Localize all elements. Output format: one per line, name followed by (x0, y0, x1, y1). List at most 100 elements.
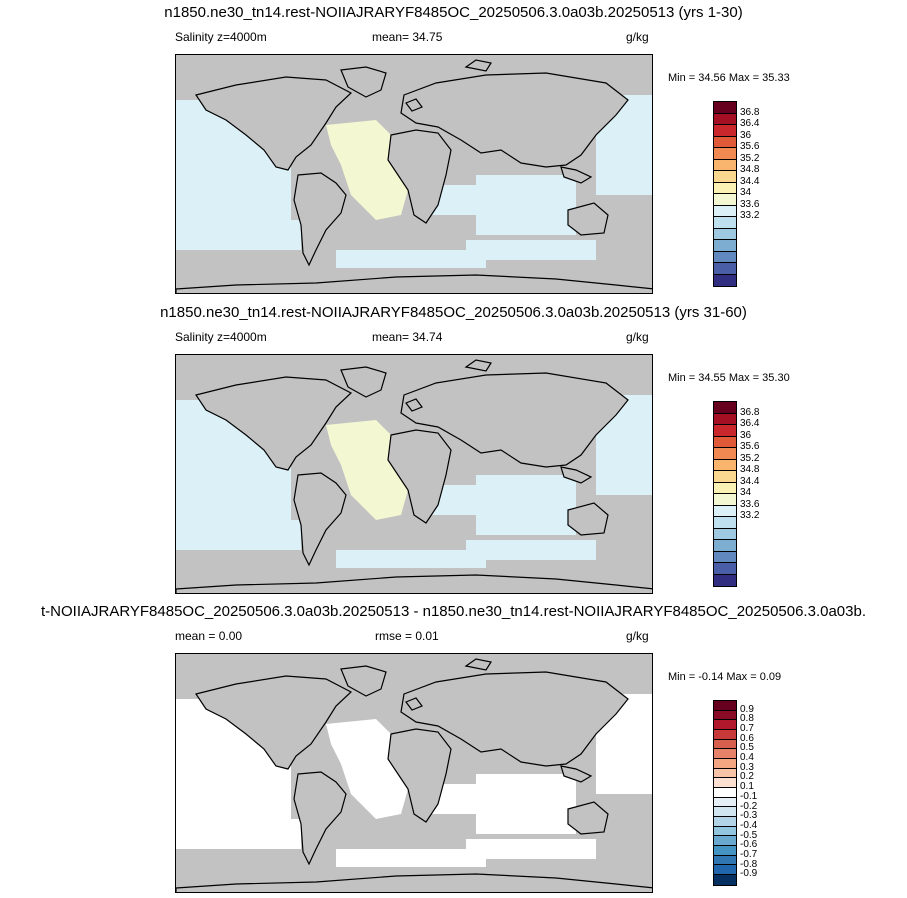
land-outline (176, 574, 652, 593)
ocean-field-patch (466, 540, 596, 560)
colorbar-swatch (714, 102, 736, 114)
ocean-field-patch (176, 819, 301, 849)
colorbar-swatch (714, 730, 736, 740)
land-outline (195, 376, 353, 471)
colorbar-tick-label: 35.6 (740, 441, 760, 452)
land-outline (195, 76, 353, 171)
colorbar-swatch (714, 797, 736, 808)
land-outline (293, 172, 347, 267)
colorbar-tick-label: 0.8 (740, 713, 754, 725)
colorbar-swatch (714, 148, 736, 160)
land-outline (195, 675, 353, 770)
colorbar-swatch (714, 194, 736, 206)
colorbar-tick-label: 36.4 (740, 418, 760, 429)
colorbar-swatch (714, 855, 736, 866)
panel-3-difference: t-NOIIAJRARYF8485OC_20250506.3.0a03b.202… (0, 599, 907, 898)
units-label: g/kg (626, 330, 649, 344)
colorbar-swatch (714, 205, 736, 217)
map-svg (176, 658, 652, 892)
land-outline (293, 472, 347, 567)
mean-label: mean = 0.00 (175, 629, 243, 643)
map-svg (176, 359, 652, 593)
colorbar-swatch (714, 240, 736, 252)
colorbar-swatch (714, 402, 736, 414)
colorbar-swatch (714, 251, 736, 263)
colorbar-swatch (714, 846, 736, 856)
colorbar-swatch (714, 436, 736, 448)
colorbar-tick-label: 33.2 (740, 210, 760, 221)
colorbar-tick-label: 36 (740, 129, 752, 141)
colorbar-swatch (714, 749, 736, 760)
land-outline (387, 129, 452, 224)
colorbar-swatch (714, 710, 736, 721)
mean-label: mean= 34.74 (372, 330, 443, 344)
colorbar-swatch (714, 413, 736, 425)
colorbar-tick-label: -0.8 (740, 858, 758, 870)
units-label: g/kg (626, 30, 649, 44)
colorbar-swatch (714, 759, 736, 769)
colorbar-swatch (714, 778, 736, 789)
variable-label: Salinity z=4000m (175, 30, 267, 44)
land-outline (400, 72, 629, 168)
colorbar-swatch (714, 125, 736, 137)
land-outline (340, 66, 387, 98)
land-outline (560, 466, 593, 484)
colorbar-swatch (714, 182, 736, 194)
panel-title: n1850.ne30_tn14.rest-NOIIAJRARYF8485OC_2… (160, 304, 747, 321)
colorbar-swatch (714, 551, 736, 563)
colorbar-tick-label: 33.6 (740, 498, 760, 510)
ocean-field-patch (476, 475, 576, 535)
land-outline (293, 771, 347, 866)
land-outline (464, 59, 492, 72)
colorbar-tick-label: 33.6 (740, 198, 760, 210)
atlantic-field-patch (326, 420, 408, 520)
panel-1: n1850.ne30_tn14.rest-NOIIAJRARYF8485OC_2… (0, 0, 907, 299)
colorbar-tick-label: 0.9 (740, 703, 754, 715)
colorbar-swatch (714, 701, 736, 711)
colorbar-tick-label: 34.8 (740, 164, 760, 175)
colorbar-tick-label: 0.1 (740, 781, 754, 793)
colorbar-tick-label: -0.5 (740, 829, 758, 841)
colorbar-swatch (714, 574, 736, 586)
map-svg (176, 59, 652, 293)
colorbar-tick-label: 0.3 (740, 761, 754, 773)
colorbar-tick-label: -0.7 (740, 848, 758, 860)
colorbar-swatch (714, 826, 736, 837)
colorbar-tick-label: 0.2 (740, 771, 754, 783)
colorbar-tick-label: 36 (740, 429, 752, 441)
colorbar-swatch (714, 540, 736, 552)
land-outline (340, 665, 387, 697)
colorbar-swatch (714, 836, 736, 847)
colorbar-tick-label: 35.2 (740, 152, 760, 164)
colorbar-swatch (714, 875, 736, 885)
colorbar-swatch (714, 817, 736, 827)
colorbar-swatch (714, 865, 736, 876)
colorbar-tick-label: 34 (740, 187, 752, 198)
colorbar-swatch (714, 263, 736, 275)
ocean-field-patch (336, 849, 486, 867)
colorbar-swatch (714, 228, 736, 240)
atlantic-field-patch (326, 719, 408, 819)
land-outline (567, 202, 609, 236)
world-map (175, 653, 653, 893)
land-outline (176, 873, 652, 892)
mean-label: mean= 34.75 (372, 30, 443, 44)
colorbar-swatch (714, 113, 736, 125)
ocean-field-patch (476, 774, 576, 834)
colorbar-swatch (714, 563, 736, 575)
colorbar-tick-label: -0.3 (740, 810, 758, 822)
colorbar-tick-label: 0.5 (740, 742, 754, 754)
colorbar-swatch (714, 171, 736, 183)
colorbar-tick-label: 35.2 (740, 452, 760, 464)
land-outline (567, 801, 609, 835)
land-outline (340, 366, 387, 398)
colorbar-swatch (714, 720, 736, 731)
land-outline (400, 372, 629, 468)
colorbar-swatch (714, 159, 736, 171)
colorbar-tick-label: -0.6 (740, 839, 758, 851)
panel-title: n1850.ne30_tn14.rest-NOIIAJRARYF8485OC_2… (164, 4, 743, 21)
colorbar-tick-label: 0.7 (740, 723, 754, 735)
colorbar-tick-label: -0.4 (740, 819, 758, 831)
min-max-label: Min = 34.55 Max = 35.30 (668, 372, 790, 384)
colorbar-swatch (714, 136, 736, 148)
